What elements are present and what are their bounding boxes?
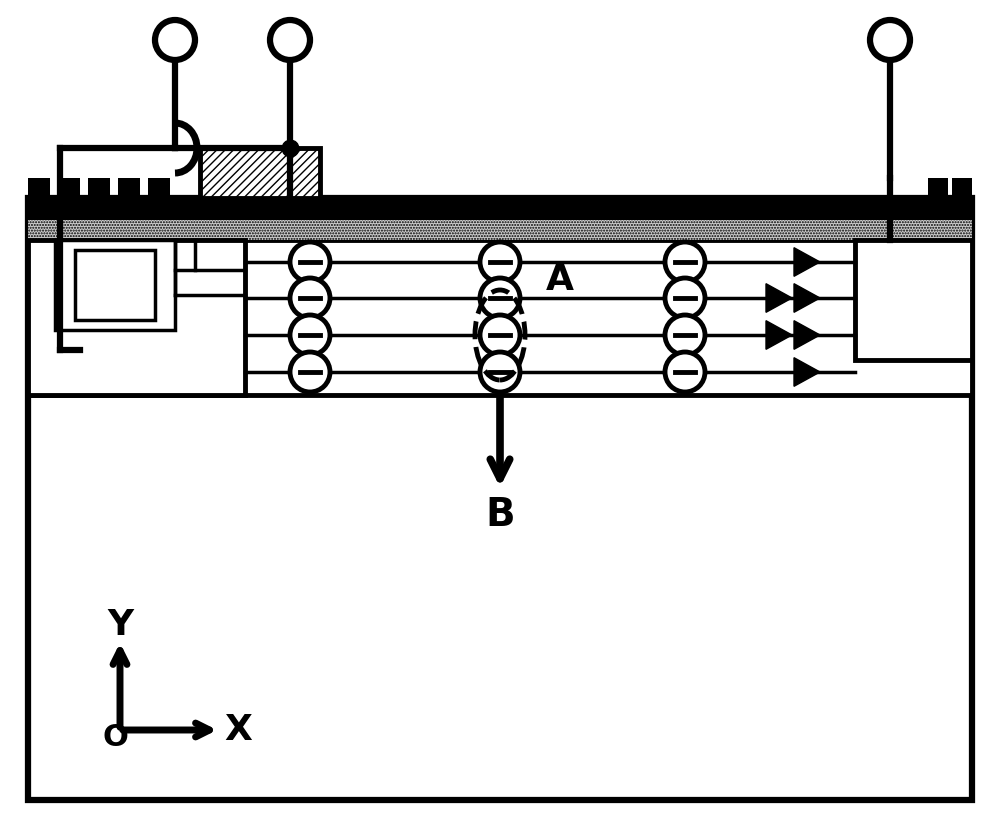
- Polygon shape: [794, 357, 820, 387]
- Bar: [58, 178, 80, 198]
- Bar: [28, 178, 50, 198]
- Circle shape: [665, 315, 705, 355]
- Bar: [928, 178, 948, 198]
- Polygon shape: [766, 284, 792, 312]
- Circle shape: [480, 352, 520, 392]
- Circle shape: [665, 278, 705, 318]
- Text: X: X: [224, 713, 252, 747]
- Bar: [118, 178, 140, 198]
- Bar: [28, 240, 972, 395]
- Bar: [28, 240, 245, 395]
- Text: B: B: [485, 496, 515, 534]
- Circle shape: [665, 352, 705, 392]
- Polygon shape: [766, 321, 792, 349]
- Bar: [952, 178, 972, 198]
- Circle shape: [270, 20, 310, 60]
- Bar: [28, 198, 972, 220]
- Circle shape: [480, 278, 520, 318]
- Text: O: O: [102, 724, 128, 752]
- Circle shape: [290, 315, 330, 355]
- Polygon shape: [794, 284, 820, 312]
- Circle shape: [290, 352, 330, 392]
- Bar: [148, 178, 170, 198]
- Bar: [28, 220, 972, 240]
- Text: Y: Y: [107, 608, 133, 642]
- Bar: [855, 240, 972, 360]
- Circle shape: [155, 20, 195, 60]
- Circle shape: [290, 242, 330, 282]
- Text: A: A: [546, 263, 574, 297]
- Circle shape: [480, 242, 520, 282]
- Circle shape: [870, 20, 910, 60]
- Circle shape: [480, 315, 520, 355]
- Bar: [55, 240, 175, 330]
- Bar: [88, 178, 110, 198]
- Polygon shape: [794, 247, 820, 277]
- Bar: [75, 250, 155, 320]
- Polygon shape: [794, 321, 820, 349]
- Bar: [28, 198, 972, 800]
- Bar: [200, 148, 320, 198]
- Circle shape: [290, 278, 330, 318]
- Circle shape: [665, 242, 705, 282]
